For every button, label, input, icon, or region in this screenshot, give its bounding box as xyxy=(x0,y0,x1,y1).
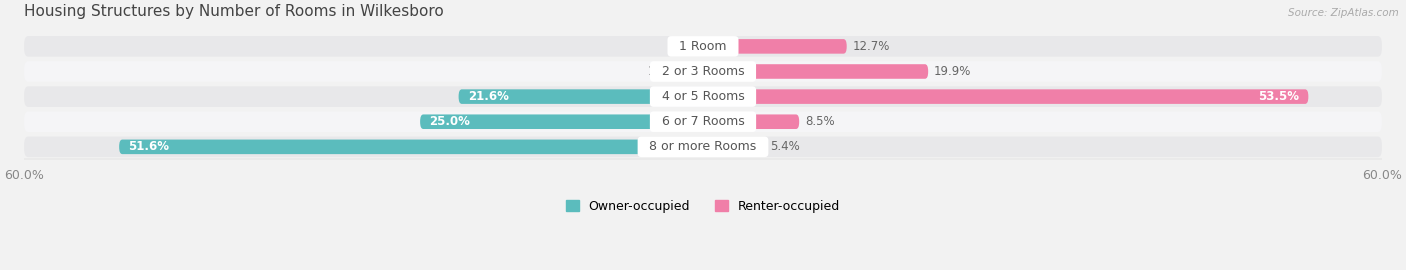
FancyBboxPatch shape xyxy=(24,137,1382,157)
FancyBboxPatch shape xyxy=(120,140,703,154)
FancyBboxPatch shape xyxy=(703,64,928,79)
Text: 1.8%: 1.8% xyxy=(647,65,676,78)
Text: 21.6%: 21.6% xyxy=(468,90,509,103)
Text: 8.5%: 8.5% xyxy=(804,115,834,128)
FancyBboxPatch shape xyxy=(24,61,1382,82)
FancyBboxPatch shape xyxy=(683,64,703,79)
Text: 53.5%: 53.5% xyxy=(1258,90,1299,103)
Text: 1 Room: 1 Room xyxy=(671,40,735,53)
FancyBboxPatch shape xyxy=(458,89,703,104)
FancyBboxPatch shape xyxy=(24,86,1382,107)
Text: Housing Structures by Number of Rooms in Wilkesboro: Housing Structures by Number of Rooms in… xyxy=(24,4,444,19)
Text: 4 or 5 Rooms: 4 or 5 Rooms xyxy=(654,90,752,103)
FancyBboxPatch shape xyxy=(703,89,1309,104)
Text: 51.6%: 51.6% xyxy=(128,140,169,153)
FancyBboxPatch shape xyxy=(24,36,1382,57)
FancyBboxPatch shape xyxy=(420,114,703,129)
FancyBboxPatch shape xyxy=(703,140,763,154)
Text: 5.4%: 5.4% xyxy=(769,140,800,153)
FancyBboxPatch shape xyxy=(703,39,846,54)
Text: 8 or more Rooms: 8 or more Rooms xyxy=(641,140,765,153)
Legend: Owner-occupied, Renter-occupied: Owner-occupied, Renter-occupied xyxy=(567,200,839,213)
FancyBboxPatch shape xyxy=(703,114,799,129)
Text: 12.7%: 12.7% xyxy=(852,40,890,53)
Text: Source: ZipAtlas.com: Source: ZipAtlas.com xyxy=(1288,8,1399,18)
Text: 0.0%: 0.0% xyxy=(668,40,697,53)
FancyBboxPatch shape xyxy=(24,112,1382,132)
Text: 6 or 7 Rooms: 6 or 7 Rooms xyxy=(654,115,752,128)
Text: 19.9%: 19.9% xyxy=(934,65,972,78)
Text: 25.0%: 25.0% xyxy=(429,115,470,128)
Text: 2 or 3 Rooms: 2 or 3 Rooms xyxy=(654,65,752,78)
